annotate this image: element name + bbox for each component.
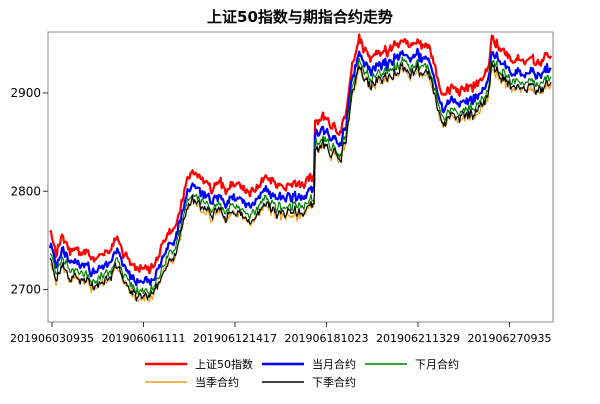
series-line-1	[48, 47, 552, 287]
x-tick-label: 201906211329	[376, 332, 460, 345]
series-line-2	[49, 56, 552, 296]
legend-label: 当月合约	[312, 357, 356, 371]
y-axis: 2700 2800 2900	[10, 86, 48, 297]
chart-title: 上证50指数与期指合约走势	[207, 8, 393, 26]
x-tick-label: 201906270935	[468, 332, 552, 345]
legend-label: 当季合约	[195, 375, 239, 389]
y-tick-label: 2700	[10, 283, 41, 297]
plot-frame	[47, 31, 554, 323]
legend-label: 上证50指数	[195, 357, 253, 371]
series-line-4	[49, 61, 552, 302]
x-tick-label: 201906121417	[193, 332, 277, 345]
legend-label: 下月合约	[415, 357, 459, 371]
y-tick-label: 2800	[10, 184, 41, 198]
x-tick-label: 201906030935	[10, 332, 94, 345]
x-tick-label: 201906061111	[102, 332, 186, 345]
x-axis: 201906030935 201906061111 201906121417 2019…	[10, 322, 551, 345]
x-tick-label: 201906181023	[285, 332, 369, 345]
legend-label: 下季合约	[312, 375, 356, 389]
series-line-0	[49, 33, 553, 275]
plot-area	[48, 33, 553, 303]
y-tick-label: 2900	[10, 86, 41, 100]
